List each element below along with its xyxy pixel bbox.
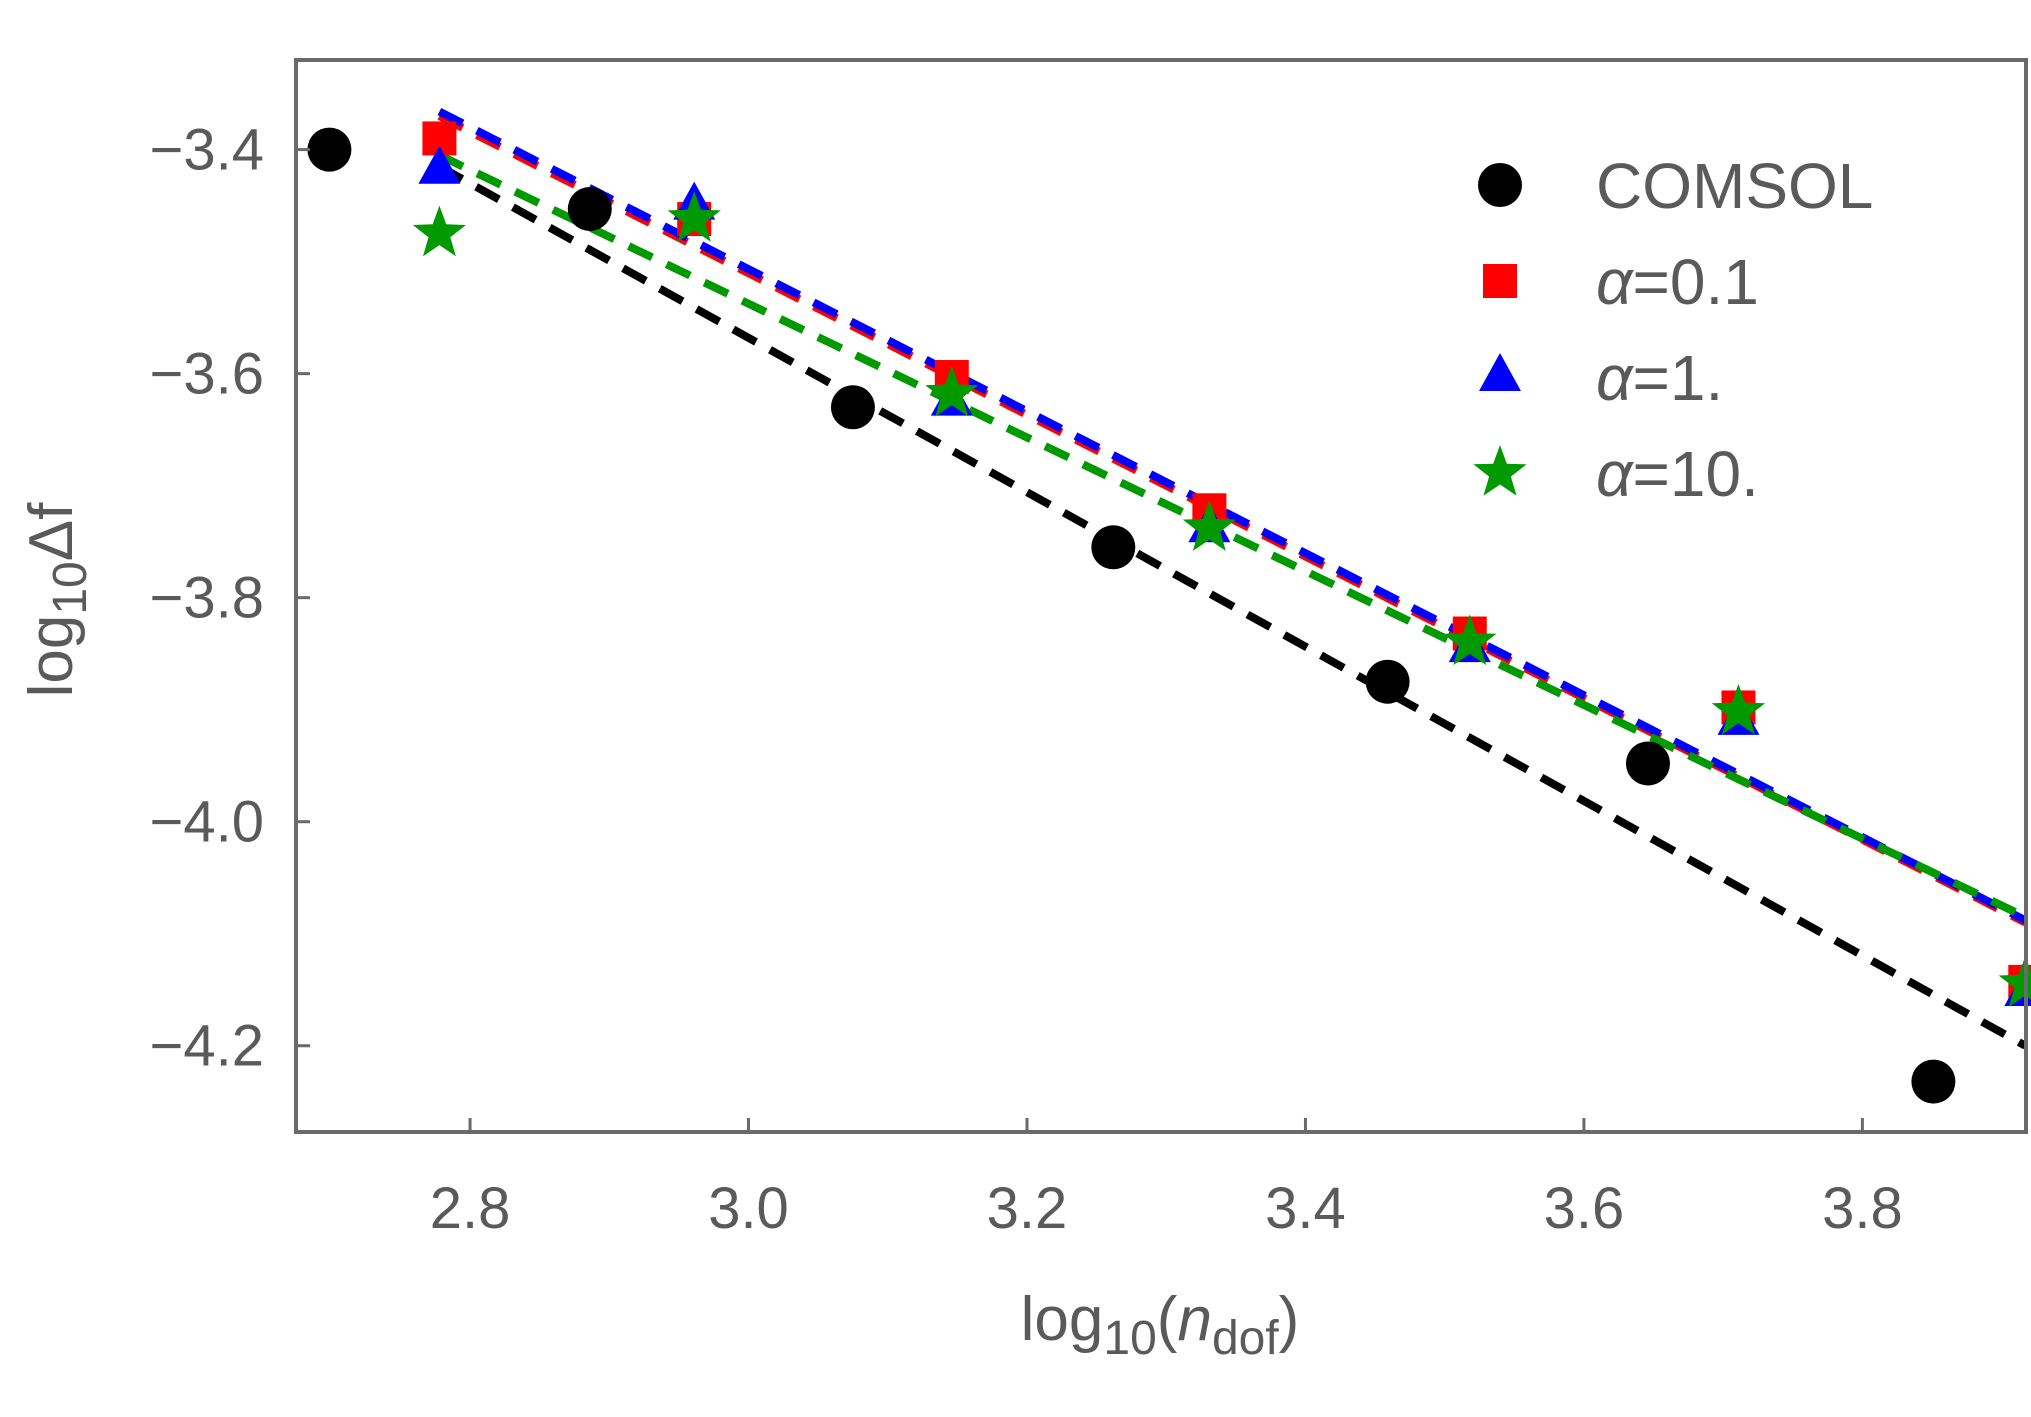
x-tick-label: 3.6 xyxy=(1544,1176,1625,1241)
x-tick-label: 2.8 xyxy=(430,1176,511,1241)
point-circle xyxy=(1625,741,1670,786)
y-axis-label-sub: 10 xyxy=(44,561,97,614)
point-star xyxy=(412,205,466,257)
x-axis-label-sub: 10 xyxy=(1103,1312,1156,1365)
x-axis-label-prefix: log xyxy=(1021,1285,1104,1354)
x-tick-label: 3.8 xyxy=(1822,1176,1903,1241)
y-axis-label: log10Δf xyxy=(17,502,97,698)
y-tick-label: −3.6 xyxy=(150,342,265,407)
point-star xyxy=(1443,614,1497,666)
x-axis-label: log10(ndof) xyxy=(1021,1285,1300,1365)
fit-lines xyxy=(437,107,2028,1050)
data-markers xyxy=(307,121,2031,1104)
point-star xyxy=(667,191,721,242)
legend-label: α=0.1 xyxy=(1596,246,1759,318)
y-ticks: −3.4 −3.6 −3.8 −4.0 −4.2 xyxy=(150,118,310,1079)
point-star xyxy=(1998,956,2031,1007)
point-star xyxy=(925,365,979,417)
y-tick-label: −4.2 xyxy=(150,1014,265,1079)
plot-frame xyxy=(294,58,2028,1134)
fit-line-comsol xyxy=(437,162,2028,1050)
point-triangle xyxy=(418,145,461,184)
legend-label: α=1. xyxy=(1596,342,1723,414)
y-axis-label-prefix: log xyxy=(17,615,86,698)
fit-line-series-2 xyxy=(437,107,2028,924)
point-star xyxy=(1711,683,1766,735)
y-tick-label: −3.8 xyxy=(150,566,265,631)
point-circle xyxy=(567,186,612,231)
x-axis-label-var: n xyxy=(1177,1285,1211,1354)
x-tick-label: 3.4 xyxy=(1265,1176,1346,1241)
point-circle xyxy=(1911,1059,1956,1104)
point-star xyxy=(1182,500,1236,551)
legend-marker-star xyxy=(1473,445,1527,496)
legend-label: COMSOL xyxy=(1596,150,1873,222)
legend-marker-square xyxy=(1483,264,1517,298)
legend-marker-triangle xyxy=(1479,353,1521,391)
x-axis-label-varsub: dof xyxy=(1212,1312,1279,1365)
x-tick-label: 3.0 xyxy=(708,1176,789,1241)
legend-marker-circle xyxy=(1478,163,1522,207)
fit-line-series-3 xyxy=(437,151,2028,921)
point-circle xyxy=(1091,525,1136,570)
y-tick-label: −4.0 xyxy=(150,790,265,855)
legend-label: α=10. xyxy=(1596,438,1759,510)
x-ticks: 2.8 3.0 3.2 3.4 3.6 3.8 xyxy=(430,1118,1903,1241)
point-circle xyxy=(307,127,352,172)
point-circle xyxy=(1365,659,1410,704)
x-tick-label: 3.2 xyxy=(987,1176,1068,1241)
y-tick-label: −3.4 xyxy=(150,118,265,183)
y-axis-label-suffix: Δf xyxy=(17,502,86,561)
x-axis-label-open: ( xyxy=(1157,1285,1178,1354)
point-circle xyxy=(830,385,875,430)
legend: COMSOL α=0.1 α=1. α=10. xyxy=(1473,150,1873,510)
x-axis-label-close: ) xyxy=(1279,1285,1300,1354)
